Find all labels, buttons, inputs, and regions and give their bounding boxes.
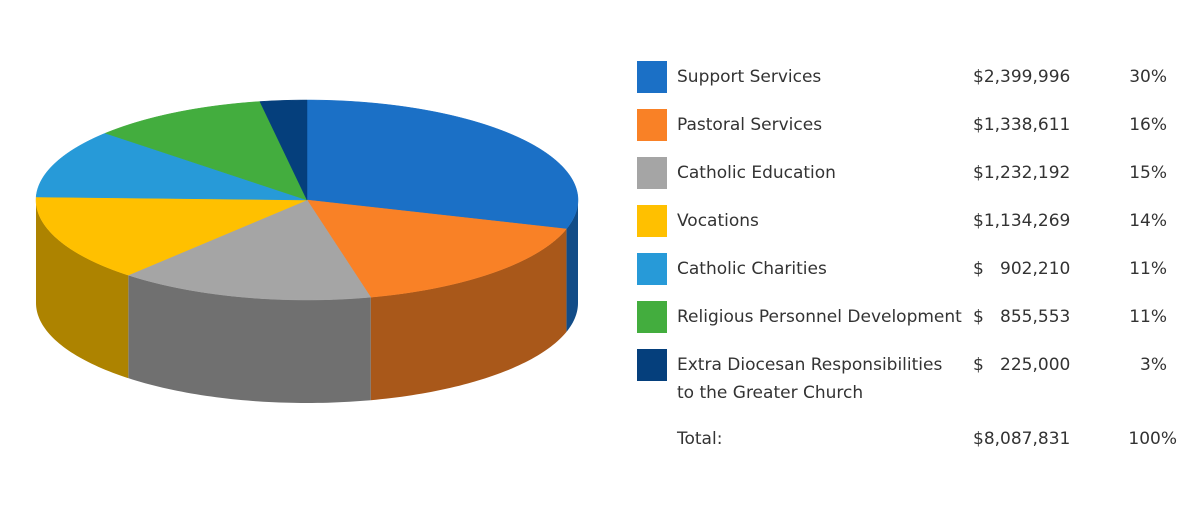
legend-label: Support Services — [677, 67, 822, 87]
share-label: 30% — [1129, 67, 1167, 87]
share-label: 11% — [1129, 259, 1167, 279]
amount-label: $ 855,553 — [973, 307, 1071, 327]
amount-label: $1,338,611 — [973, 115, 1071, 135]
legend-swatch — [637, 61, 667, 93]
amount-label: $1,134,269 — [973, 211, 1071, 231]
pie-slice — [104, 101, 308, 201]
slice-side — [566, 200, 578, 332]
share-label: 11% — [1129, 307, 1167, 327]
legend-label: Religious Personnel Development — [677, 307, 962, 327]
legend-swatch — [637, 301, 667, 333]
slice-side — [36, 200, 129, 379]
slice-side — [370, 228, 567, 401]
legend-swatch — [637, 109, 667, 141]
legend-swatch — [637, 253, 667, 285]
share-label: 14% — [1129, 211, 1167, 231]
share-label: 3% — [1140, 355, 1167, 375]
total-share: 100% — [1128, 429, 1177, 449]
amount-label: $1,232,192 — [973, 163, 1071, 183]
amount-label: $ 225,000 — [973, 355, 1071, 375]
legend-swatch — [637, 349, 667, 381]
legend-label: Extra Diocesan Responsibilities to the G… — [677, 355, 943, 403]
total-label: Total: — [677, 429, 723, 449]
legend-label: Catholic Charities — [677, 259, 827, 279]
legend-label: Catholic Education — [677, 163, 836, 183]
pie-slice — [306, 99, 579, 230]
pie-chart — [35, 99, 579, 403]
pie-slice — [127, 199, 372, 301]
pie-slice — [306, 199, 567, 298]
amount-label: $2,399,996 — [973, 67, 1071, 87]
pie-slice — [259, 99, 308, 201]
slice-side — [128, 275, 371, 403]
legend-swatch — [637, 205, 667, 237]
legend-label: Pastoral Services — [677, 115, 823, 135]
amount-label: $ 902,210 — [973, 259, 1071, 279]
legend-swatch — [637, 157, 667, 189]
legend-label: Vocations — [677, 211, 759, 231]
share-label: 16% — [1129, 115, 1167, 135]
total-amount: $8,087,831 — [973, 429, 1071, 449]
pie-slice — [35, 196, 308, 276]
pie-slice — [35, 132, 308, 201]
share-label: 15% — [1129, 163, 1167, 183]
